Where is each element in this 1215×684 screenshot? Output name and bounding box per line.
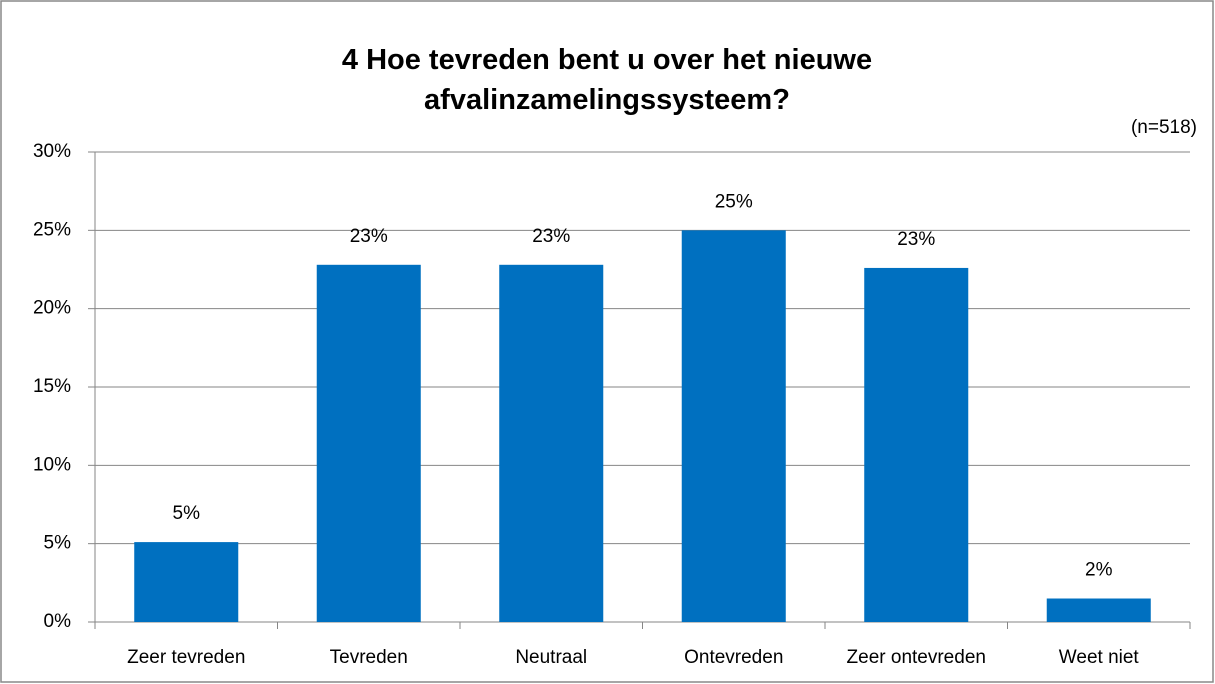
x-tick-label: Zeer ontevreden [847, 647, 986, 668]
bar [864, 267, 969, 622]
x-tick-label: Neutraal [515, 647, 587, 668]
value-label: 23% [350, 226, 388, 247]
value-label: 5% [173, 503, 201, 524]
value-label: 25% [715, 191, 753, 212]
bar [499, 264, 604, 622]
bar [134, 542, 239, 622]
bar [681, 230, 786, 623]
bar [1046, 598, 1151, 622]
y-tick-label: 10% [33, 454, 71, 475]
chart-title: 4 Hoe tevreden bent u over het nieuwe af… [341, 44, 873, 116]
x-tick-label: Tevreden [330, 647, 408, 668]
value-label: 23% [532, 226, 570, 247]
annotation: (n=518) [1131, 117, 1197, 138]
value-label: 23% [897, 229, 935, 250]
y-tick-label: 15% [33, 376, 71, 397]
y-tick-label: 30% [33, 141, 71, 162]
y-tick-label: 5% [44, 533, 72, 554]
value-label: 2% [1085, 560, 1113, 581]
x-tick-label: Ontevreden [684, 647, 783, 668]
y-tick-label: 0% [44, 611, 72, 632]
x-tick-label: Zeer tevreden [127, 647, 245, 668]
y-tick-label: 20% [33, 298, 71, 319]
y-tick-label: 25% [33, 219, 71, 240]
x-tick-label: Weet niet [1059, 647, 1140, 668]
bar [316, 264, 421, 622]
